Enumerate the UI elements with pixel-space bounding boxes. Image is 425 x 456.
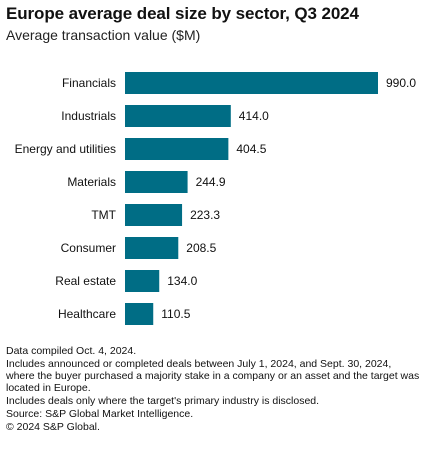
category-label-consumer: Consumer: [61, 241, 116, 255]
value-label-tmt: 223.3: [190, 208, 220, 222]
bar-tmt: [125, 204, 183, 226]
category-label-industrials: Industrials: [61, 109, 116, 123]
bar-healthcare: [125, 303, 154, 325]
value-label-real-estate: 134.0: [167, 274, 197, 288]
value-label-industrials: 414.0: [239, 109, 269, 123]
value-label-consumer: 208.5: [186, 241, 216, 255]
value-label-materials: 244.9: [196, 175, 226, 189]
category-label-financials: Financials: [62, 76, 116, 90]
footnote-copyright: © 2024 S&P Global.: [6, 421, 100, 433]
bar-consumer: [125, 237, 179, 259]
chart-title: Europe average deal size by sector, Q3 2…: [6, 4, 359, 23]
footnotes: Data compiled Oct. 4, 2024. Includes ann…: [6, 345, 420, 434]
footnote-source: Source: S&P Global Market Intelligence.: [6, 408, 194, 420]
category-label-energy-and-utilities: Energy and utilities: [15, 142, 116, 156]
bar-financials: [125, 72, 378, 94]
bar-chart: Financials 990.0 Industrials 414.0 Energy an…: [15, 72, 416, 325]
bar-energy-and-utilities: [125, 138, 229, 160]
bar-industrials: [125, 105, 231, 127]
bar-real-estate: [125, 270, 160, 292]
category-label-real-estate: Real estate: [55, 274, 116, 288]
category-label-healthcare: Healthcare: [58, 307, 116, 321]
category-label-tmt: TMT: [91, 208, 116, 222]
chart-subtitle: Average transaction value ($M): [6, 27, 201, 43]
footnote-deal-scope: Includes announced or completed deals be…: [6, 358, 420, 394]
footnote-industry-disclosure: Includes deals only where the target's p…: [6, 395, 320, 407]
category-label-materials: Materials: [67, 175, 116, 189]
value-label-financials: 990.0: [386, 76, 416, 90]
bar-materials: [125, 171, 188, 193]
bars-group: Financials 990.0 Industrials 414.0 Energy an…: [15, 72, 416, 325]
value-label-energy-and-utilities: 404.5: [236, 142, 266, 156]
footnote-compiled-date: Data compiled Oct. 4, 2024.: [6, 345, 137, 357]
value-label-healthcare: 110.5: [161, 307, 190, 321]
